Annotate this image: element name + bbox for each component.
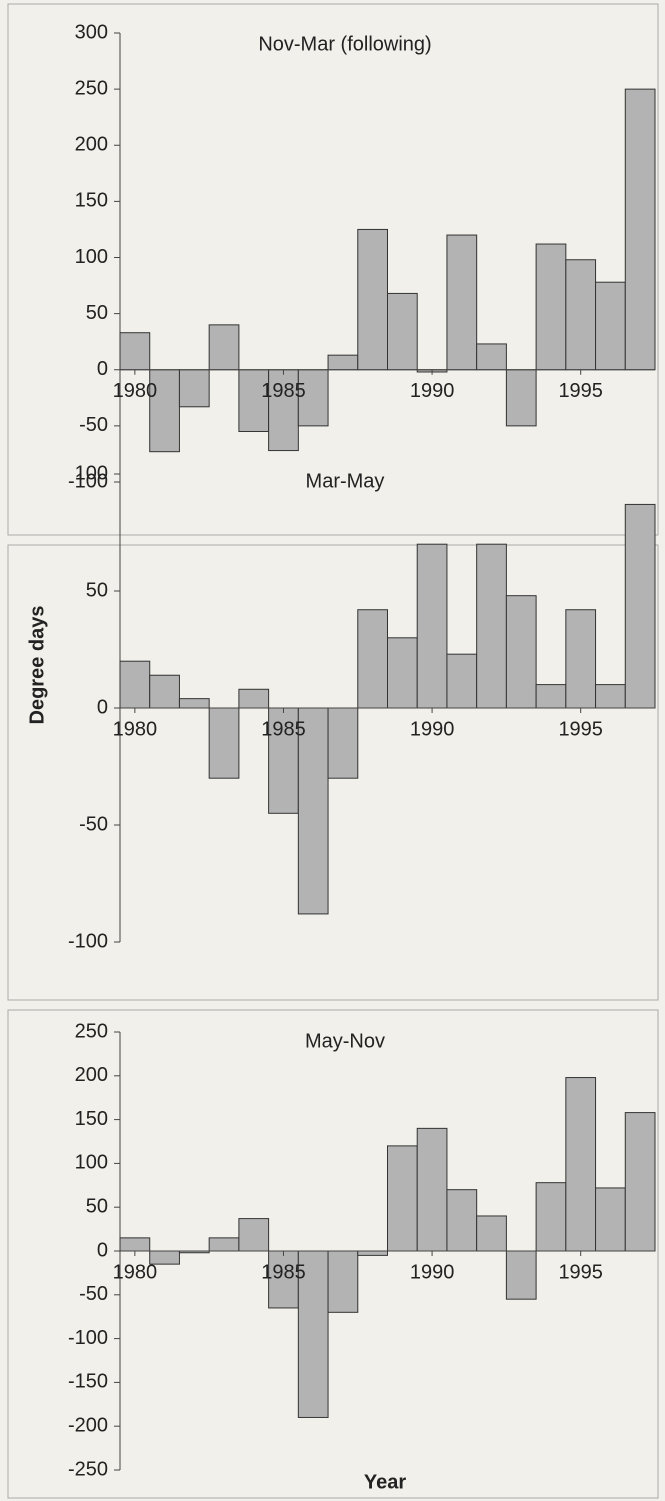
x-tick-label: 1980 (113, 718, 158, 740)
x-tick-label: 1990 (410, 1261, 455, 1283)
bar (268, 369, 299, 452)
bar (119, 660, 151, 709)
y-tick-label: 50 (86, 579, 108, 601)
bar (505, 369, 537, 427)
chart-title: Nov-Mar (following) (258, 33, 431, 55)
bar (208, 707, 240, 779)
bar (208, 324, 240, 371)
chart-title: Mar-May (306, 470, 385, 492)
panel-frame (7, 3, 659, 536)
y-tick-label: -100 (68, 1327, 108, 1349)
bar (476, 343, 507, 371)
y-tick-label: 250 (75, 77, 108, 99)
y-tick-label: 0 (97, 696, 108, 718)
bar (208, 1237, 240, 1252)
bar (357, 228, 388, 371)
bar (416, 543, 448, 709)
bar (446, 653, 478, 709)
bar (238, 369, 270, 432)
y-tick-label: 150 (75, 190, 108, 212)
bar (387, 1145, 418, 1252)
bar (446, 1189, 478, 1252)
x-tick-label: 1980 (113, 1261, 158, 1283)
x-tick-label: 1990 (410, 718, 455, 740)
bar (595, 1187, 626, 1252)
y-tick-label: -200 (68, 1414, 108, 1436)
y-tick-label: -150 (68, 1371, 108, 1393)
bar (446, 234, 478, 371)
y-tick-label: 200 (75, 134, 108, 156)
bar (297, 369, 329, 427)
bar (178, 698, 210, 709)
bar (357, 1250, 388, 1256)
y-tick-label: 100 (75, 1152, 108, 1174)
y-axis-label: Degree days (26, 606, 48, 725)
x-tick-label: 1985 (261, 718, 306, 740)
bar (565, 259, 597, 371)
bar (327, 707, 359, 779)
bar (149, 674, 180, 709)
bar (624, 88, 656, 371)
bar (238, 688, 270, 709)
chart-title: May-Nov (305, 1030, 385, 1052)
x-tick-label: 1995 (558, 718, 603, 740)
y-tick-label: 150 (75, 1108, 108, 1130)
bar (535, 243, 567, 371)
y-tick-label: -100 (68, 930, 108, 952)
bar (178, 369, 210, 408)
y-tick-label: -250 (68, 1458, 108, 1480)
y-tick-label: 300 (75, 21, 108, 43)
y-tick-label: 100 (75, 246, 108, 268)
bar (595, 281, 626, 371)
bar (505, 1250, 537, 1300)
y-tick-label: 200 (75, 1064, 108, 1086)
bar (535, 1182, 567, 1252)
bar (119, 1237, 151, 1252)
bar (357, 609, 388, 709)
y-tick-label: -100 (68, 470, 108, 492)
bar (416, 1127, 448, 1252)
x-tick-label: 1995 (558, 1261, 603, 1283)
bar (327, 1250, 359, 1313)
y-tick-label: 100 (75, 462, 108, 484)
bar (268, 1250, 299, 1309)
y-tick-label: 0 (97, 1239, 108, 1261)
bar (565, 609, 597, 709)
bar (565, 1077, 597, 1252)
y-tick-label: 50 (86, 1195, 108, 1217)
bar (119, 332, 151, 371)
x-tick-label: 1980 (113, 380, 158, 402)
y-tick-label: 250 (75, 1020, 108, 1042)
bar (387, 637, 418, 709)
bar (327, 354, 359, 371)
bar (624, 503, 656, 709)
bar (476, 543, 507, 709)
x-tick-label: 1985 (261, 380, 306, 402)
bar (476, 1215, 507, 1252)
x-tick-label: 1995 (558, 380, 603, 402)
bar (387, 292, 418, 371)
y-tick-label: -50 (79, 1283, 108, 1305)
y-tick-label: -50 (79, 813, 108, 835)
bar (297, 707, 329, 915)
y-tick-label: 50 (86, 302, 108, 324)
x-tick-label: 1985 (261, 1261, 306, 1283)
y-tick-label: 0 (97, 358, 108, 380)
bar (505, 595, 537, 709)
y-tick-label: -50 (79, 414, 108, 436)
bar (535, 684, 567, 709)
bar (624, 1112, 656, 1252)
bar (149, 369, 180, 453)
panel-frame (7, 544, 659, 1001)
panel-frame (7, 1009, 659, 1499)
bar (595, 684, 626, 709)
x-tick-label: 1990 (410, 380, 455, 402)
bar (238, 1218, 270, 1252)
x-axis-label: Year (364, 1471, 406, 1493)
